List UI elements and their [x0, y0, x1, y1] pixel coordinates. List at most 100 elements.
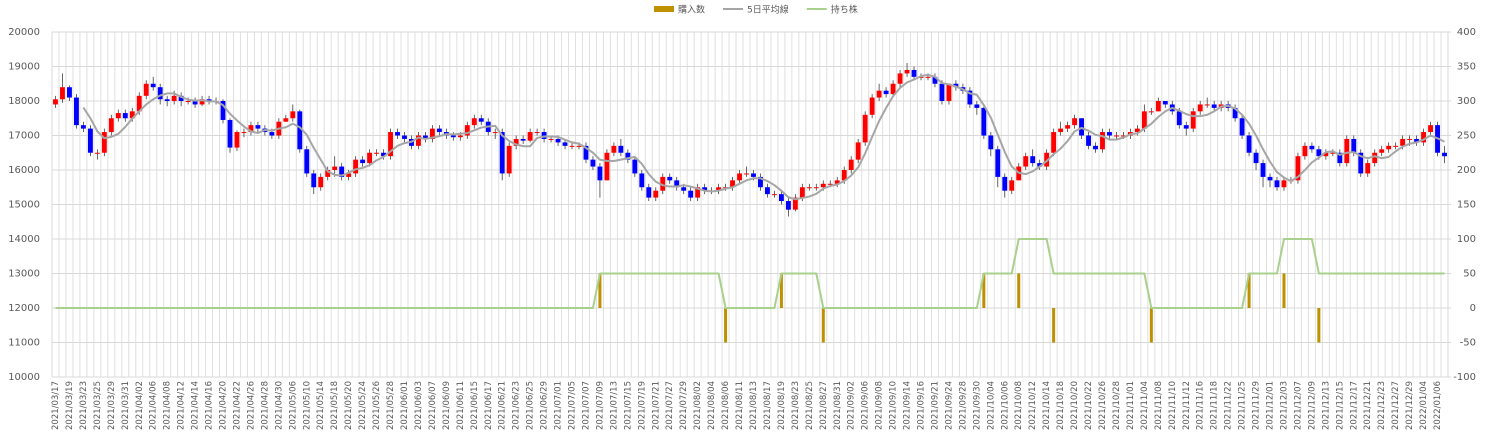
candle-body [520, 138, 526, 141]
candle-body [1093, 145, 1098, 150]
candle-body [150, 83, 156, 88]
candle-body [1274, 180, 1280, 188]
x-tick-label: 2021/07/19 [637, 381, 647, 430]
x-tick-label: 2021/05/06 [288, 381, 298, 430]
candle-body [471, 118, 477, 126]
candle-body [869, 97, 875, 115]
x-tick-label: 2021/05/20 [344, 381, 354, 430]
x-tick-label: 2021/12/03 [1279, 381, 1289, 430]
x-tick-label: 2021/12/13 [1321, 381, 1331, 430]
candle-body [653, 190, 659, 198]
x-tick-label: 2021/09/28 [958, 381, 968, 430]
candle-body [1337, 152, 1343, 164]
x-tick-label: 2021/04/20 [219, 381, 229, 430]
purchase-bar [724, 308, 728, 343]
candle-body [1086, 135, 1091, 146]
x-tick-label: 2021/03/31 [121, 381, 131, 430]
y2-tick-label: 300 [1457, 96, 1476, 107]
y-tick-label: 15000 [8, 200, 40, 211]
candle-body [925, 76, 931, 78]
candle-body [492, 132, 498, 134]
purchase-bar [1282, 273, 1286, 308]
x-tick-label: 2021/11/04 [1140, 381, 1150, 430]
candle-body [744, 173, 749, 175]
candle-body [876, 90, 882, 98]
candle-body [569, 145, 575, 147]
candle-body [381, 152, 386, 157]
candle-body [597, 166, 603, 181]
x-tick-label: 2022/01/04 [1419, 381, 1429, 430]
purchase-bar [1052, 308, 1056, 343]
candle-body [478, 118, 484, 122]
candle-body [527, 132, 533, 141]
x-tick-label: 2021/05/10 [302, 381, 312, 430]
candle-body [1114, 135, 1119, 137]
x-tick-label: 2021/08/04 [707, 381, 717, 430]
candle-body [450, 135, 456, 138]
candle-body [911, 69, 917, 77]
purchase-bar [779, 273, 783, 308]
x-tick-label: 2021/11/29 [1252, 381, 1262, 430]
y2-tick-label: 100 [1457, 234, 1476, 245]
y-tick-label: 10000 [8, 372, 40, 383]
candle-body [436, 128, 442, 133]
candle-body [618, 145, 624, 153]
x-tick-label: 2021/10/22 [1084, 381, 1094, 430]
candle-body [855, 142, 861, 160]
candle-body [1148, 111, 1154, 113]
x-tick-label: 2021/11/25 [1238, 381, 1248, 430]
candle-body [1302, 145, 1308, 157]
candle-body [590, 159, 596, 167]
candle-body [562, 142, 568, 146]
candle-body [1323, 152, 1329, 157]
y-tick-label: 17000 [8, 131, 40, 142]
candle-body [1065, 125, 1071, 129]
candle-body [506, 145, 512, 174]
candle-body [1155, 101, 1161, 112]
candle-body [129, 111, 135, 119]
y2-tick-label: 350 [1457, 62, 1476, 73]
candle-body [604, 152, 610, 181]
x-tick-label: 2021/10/18 [1056, 381, 1066, 430]
x-tick-label: 2021/12/27 [1391, 381, 1401, 430]
candle-body [1295, 156, 1301, 181]
candle-body [402, 135, 407, 139]
candle-body [164, 99, 170, 101]
candle-body [1009, 180, 1015, 191]
candle-body [346, 173, 352, 177]
candle-body [513, 138, 519, 146]
candle-body [737, 173, 742, 181]
candle-body [360, 159, 366, 164]
candle-body [806, 187, 812, 189]
x-tick-label: 2021/04/22 [232, 381, 242, 430]
candle-body [918, 76, 924, 78]
candle-body [639, 173, 645, 188]
candle-body [534, 132, 540, 134]
candle-body [792, 197, 798, 210]
x-tick-label: 2021/12/29 [1405, 381, 1415, 430]
x-tick-label: 2021/11/12 [1182, 381, 1192, 430]
candle-body [101, 132, 107, 153]
y-tick-label: 18000 [8, 96, 40, 107]
candle-body [932, 76, 938, 84]
candle-body [1393, 145, 1399, 147]
legend-swatch [654, 6, 674, 12]
candle-body [374, 152, 380, 154]
candle-body [1037, 163, 1043, 167]
candle-body [716, 187, 722, 191]
x-tick-label: 2021/06/09 [442, 381, 452, 430]
x-tick-label: 2021/10/06 [1000, 381, 1010, 430]
candle-body [255, 125, 261, 129]
candle-body [283, 118, 289, 122]
x-tick-label: 2021/06/21 [498, 381, 508, 430]
y-tick-label: 12000 [8, 303, 40, 314]
x-tick-label: 2021/06/07 [428, 381, 438, 430]
candle-body [416, 135, 421, 146]
candle-body [820, 183, 826, 188]
candle-body [548, 138, 554, 140]
candle-body [890, 83, 896, 95]
candle-body [108, 118, 114, 133]
series-line [82, 73, 1445, 201]
candle-body [1183, 125, 1189, 129]
x-tick-label: 2021/08/13 [749, 381, 759, 430]
